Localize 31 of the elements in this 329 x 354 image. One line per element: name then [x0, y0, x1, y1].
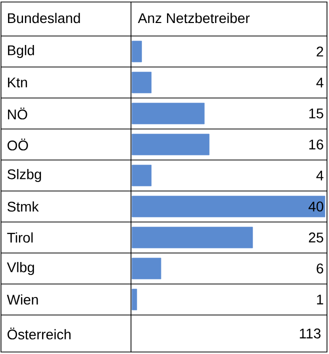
bar: [132, 40, 142, 62]
text: Österreich: [8, 328, 71, 340]
data-label: 25: [308, 232, 324, 242]
text: 113: [300, 328, 321, 338]
data-label: 16: [309, 140, 324, 150]
y-tick-label: Tirol: [7, 232, 33, 243]
y-tick-label: Ktn: [8, 78, 27, 88]
data-label: 1: [317, 294, 324, 304]
y-tick-label: Bgld: [8, 44, 34, 58]
y-tick-label: Stmk: [8, 201, 39, 212]
data-label: 40: [308, 202, 324, 212]
x-axis-title: Anz Netzbetreiber: [138, 12, 250, 24]
y-tick-label: Vlbg: [6, 262, 34, 276]
data-label: 6: [316, 264, 324, 274]
bar: [132, 288, 138, 310]
bar: [132, 72, 152, 94]
y-tick-label: Slzbg: [8, 168, 41, 182]
y-tick-label: Wien: [6, 294, 38, 305]
y-tick-label: NÖ: [8, 108, 28, 120]
bar: [132, 196, 326, 218]
bar: [132, 134, 210, 156]
bar: [132, 102, 205, 124]
data-label: 15: [309, 108, 324, 118]
bar: [132, 226, 253, 248]
data-label: 4: [316, 78, 324, 88]
y-tick-label: OÖ: [8, 138, 28, 150]
data-label: 2: [316, 46, 324, 56]
y-axis-title: Bundesland: [8, 12, 80, 24]
bar: [132, 164, 152, 186]
data-label: 4: [316, 170, 324, 180]
bar: [132, 258, 162, 280]
